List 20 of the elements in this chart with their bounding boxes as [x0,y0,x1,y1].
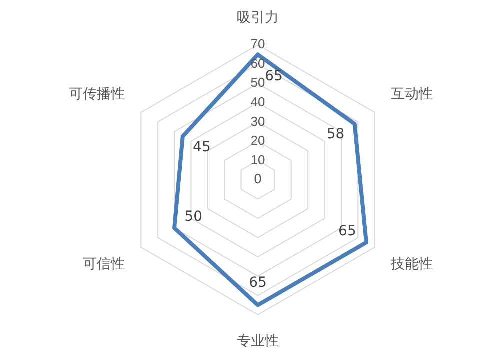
y-tick-label: 0 [254,172,262,188]
data-label: 58 [326,126,345,143]
data-label: 50 [184,208,203,225]
y-tick-label: 60 [250,56,266,71]
spoke-label: 技能性 [390,256,433,273]
data-label: 45 [193,139,211,156]
y-tick-label: 10 [250,152,266,168]
spoke-label: 可信性 [83,256,126,273]
data-label: 65 [265,68,283,84]
y-tick-label: 70 [250,36,266,52]
y-tick-label: 40 [250,94,266,110]
data-label: 65 [338,223,356,240]
y-tick-label: 50 [250,75,266,90]
spoke-label: 吸引力 [237,10,279,26]
data-label: 65 [249,274,267,291]
spoke-label: 可传播性 [69,86,126,103]
spoke-label: 专业性 [237,333,279,350]
y-tick-label: 30 [250,114,266,129]
y-tick-label: 20 [250,133,266,148]
spoke-label: 互动性 [390,86,433,103]
